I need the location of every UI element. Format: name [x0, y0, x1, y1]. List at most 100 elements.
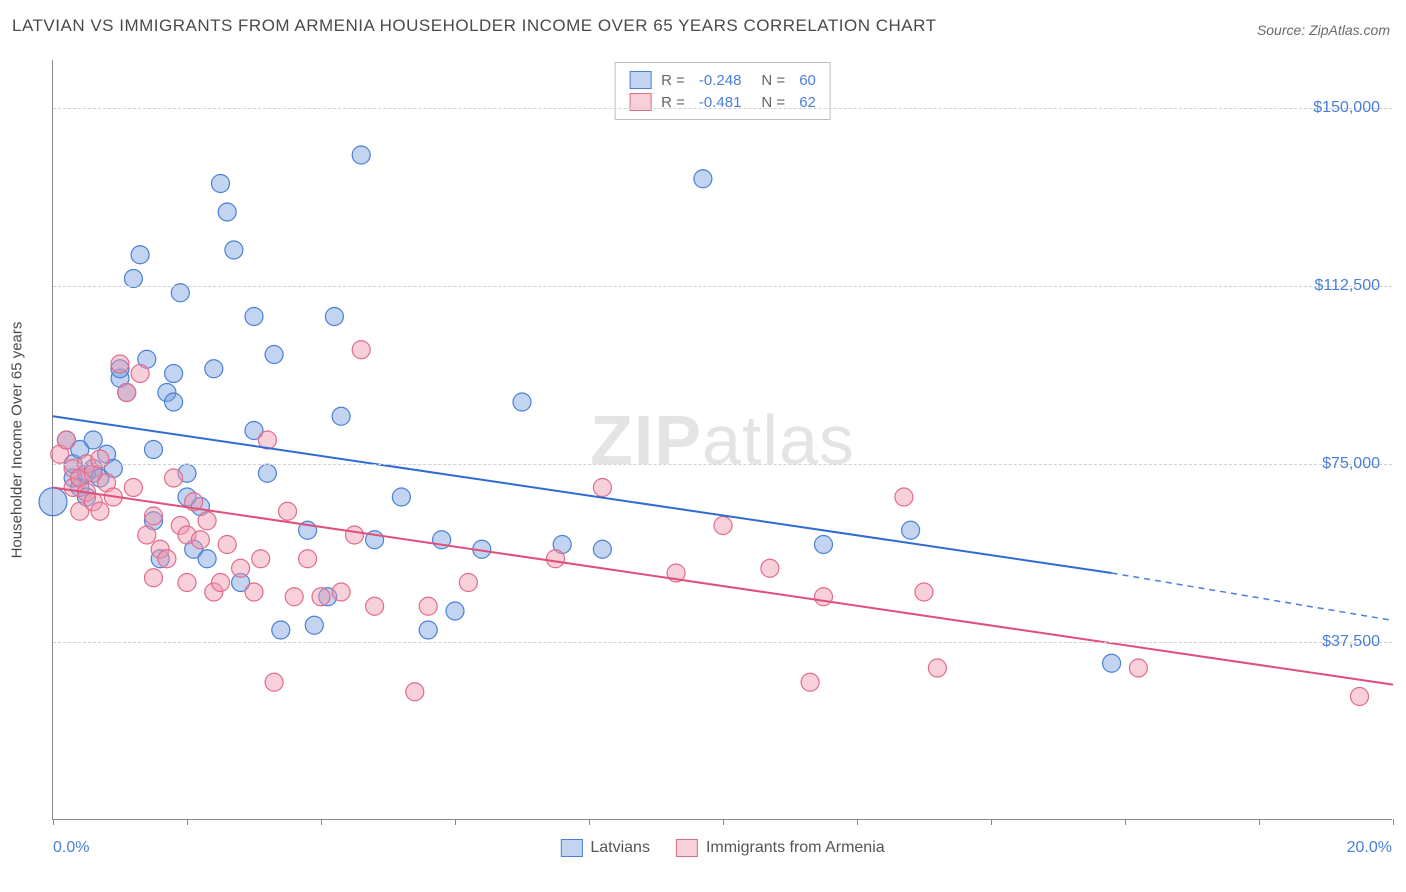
data-point	[815, 588, 833, 606]
data-point	[332, 407, 350, 425]
legend-label-latvians: Latvians	[590, 839, 650, 857]
x-tick	[1393, 819, 1394, 825]
data-point	[406, 683, 424, 701]
x-tick	[187, 819, 188, 825]
x-tick	[723, 819, 724, 825]
data-point	[91, 450, 109, 468]
legend-item-latvians: Latvians	[560, 839, 650, 857]
data-point	[285, 588, 303, 606]
y-tick-label: $150,000	[1313, 99, 1380, 117]
data-point	[593, 479, 611, 497]
data-point	[158, 550, 176, 568]
chart-title: LATVIAN VS IMMIGRANTS FROM ARMENIA HOUSE…	[12, 16, 936, 36]
x-tick	[1259, 819, 1260, 825]
data-point	[902, 521, 920, 539]
data-point	[198, 550, 216, 568]
data-point	[191, 531, 209, 549]
data-point	[245, 308, 263, 326]
data-point	[138, 526, 156, 544]
data-point	[165, 393, 183, 411]
data-point	[131, 246, 149, 264]
data-point	[392, 488, 410, 506]
data-point	[419, 597, 437, 615]
data-point	[232, 559, 250, 577]
data-point	[218, 536, 236, 554]
x-axis-max-label: 20.0%	[1347, 839, 1392, 857]
x-tick	[1125, 819, 1126, 825]
data-point	[198, 512, 216, 530]
gridline	[53, 642, 1392, 643]
data-point	[124, 479, 142, 497]
gridline	[53, 108, 1392, 109]
x-tick	[589, 819, 590, 825]
data-point	[265, 346, 283, 364]
x-tick	[321, 819, 322, 825]
data-point	[252, 550, 270, 568]
gridline	[53, 464, 1392, 465]
data-point	[205, 360, 223, 378]
data-point	[212, 574, 230, 592]
swatch-latvians	[560, 839, 582, 857]
trendline	[53, 416, 1112, 573]
data-point	[145, 569, 163, 587]
data-point	[258, 464, 276, 482]
y-tick-label: $75,000	[1322, 455, 1380, 473]
data-point	[118, 384, 136, 402]
data-point	[446, 602, 464, 620]
data-point	[761, 559, 779, 577]
data-point	[1103, 654, 1121, 672]
data-point	[815, 536, 833, 554]
data-point	[459, 574, 477, 592]
data-point	[39, 488, 67, 516]
data-point	[225, 241, 243, 259]
data-point	[1351, 688, 1369, 706]
series-legend: Latvians Immigrants from Armenia	[560, 839, 884, 857]
data-point	[895, 488, 913, 506]
data-point	[178, 574, 196, 592]
data-point	[513, 393, 531, 411]
plot-area: Householder Income Over 65 years ZIPatla…	[52, 60, 1392, 820]
data-point	[165, 469, 183, 487]
data-point	[366, 597, 384, 615]
data-point	[279, 502, 297, 520]
data-point	[352, 341, 370, 359]
gridline	[53, 286, 1392, 287]
y-axis-title: Householder Income Over 65 years	[9, 321, 26, 558]
x-tick	[991, 819, 992, 825]
trendline-extension	[1112, 573, 1393, 621]
data-point	[1129, 659, 1147, 677]
x-tick	[53, 819, 54, 825]
data-point	[714, 517, 732, 535]
data-point	[312, 588, 330, 606]
data-point	[332, 583, 350, 601]
data-point	[801, 673, 819, 691]
data-point	[547, 550, 565, 568]
data-point	[694, 170, 712, 188]
data-point	[325, 308, 343, 326]
data-point	[593, 540, 611, 558]
data-point	[131, 365, 149, 383]
y-tick-label: $37,500	[1322, 633, 1380, 651]
data-point	[145, 507, 163, 525]
data-point	[299, 550, 317, 568]
data-point	[915, 583, 933, 601]
swatch-armenia	[676, 839, 698, 857]
x-axis-min-label: 0.0%	[53, 839, 89, 857]
legend-item-armenia: Immigrants from Armenia	[676, 839, 885, 857]
x-tick	[455, 819, 456, 825]
data-point	[419, 621, 437, 639]
data-point	[84, 431, 102, 449]
data-point	[111, 355, 129, 373]
data-point	[352, 146, 370, 164]
data-point	[145, 441, 163, 459]
data-point	[165, 365, 183, 383]
legend-label-armenia: Immigrants from Armenia	[706, 839, 885, 857]
y-tick-label: $112,500	[1314, 277, 1380, 295]
data-point	[218, 203, 236, 221]
data-point	[212, 175, 230, 193]
data-point	[928, 659, 946, 677]
data-point	[245, 583, 263, 601]
source-attribution: Source: ZipAtlas.com	[1257, 22, 1390, 38]
chart-svg	[53, 60, 1392, 819]
data-point	[265, 673, 283, 691]
